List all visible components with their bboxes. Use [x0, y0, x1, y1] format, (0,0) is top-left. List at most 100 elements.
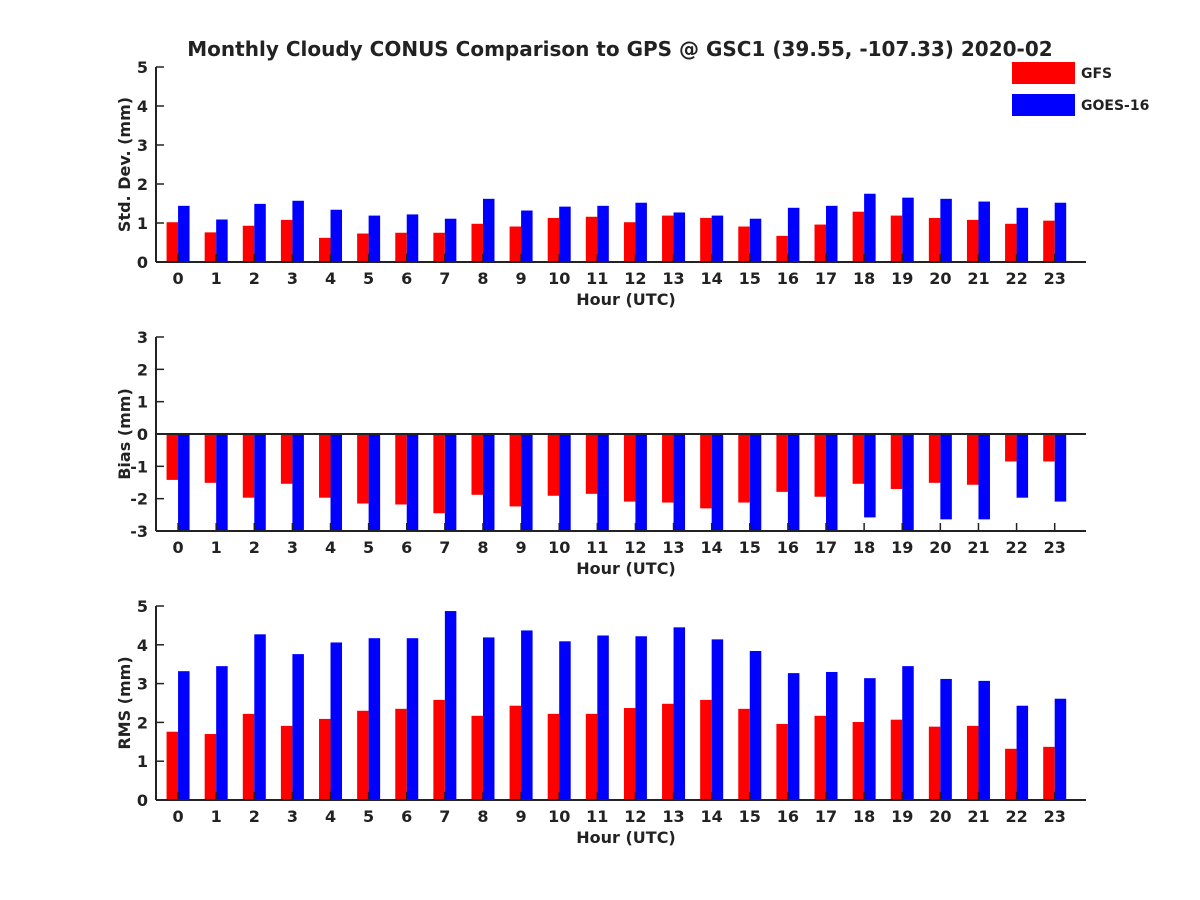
std-dev-bar-gfs-17: [814, 224, 827, 262]
bias-bar-gfs-4: [319, 434, 331, 498]
std-dev-x-tick-label: 19: [891, 269, 913, 288]
bias-y-tick-label: -3: [130, 522, 148, 541]
rms-bar-goes-16-18: [864, 678, 876, 800]
bias-y-tick-label: -2: [130, 490, 148, 509]
std-dev-bar-gfs-23: [1043, 220, 1055, 262]
bias-x-tick-label: 5: [363, 538, 374, 557]
rms-x-tick-label: 10: [548, 807, 570, 826]
std-dev-bar-gfs-12: [623, 222, 636, 262]
std-dev-bar-goes-16-8: [482, 198, 495, 262]
std-dev-bar-goes-16-15: [749, 218, 762, 262]
rms-bar-gfs-12: [623, 708, 636, 800]
std-dev-bar-gfs-13: [662, 215, 674, 262]
rms-x-tick-label: 5: [363, 807, 374, 826]
rms-bar-gfs-16: [776, 723, 788, 800]
bias-bar-goes-16-3: [292, 434, 304, 531]
bias-x-tick-label: 19: [891, 538, 913, 557]
std-dev-bar-goes-16-17: [826, 205, 838, 262]
std-dev-x-tick-label: 20: [929, 269, 951, 288]
std-dev-x-tick-label: 12: [624, 269, 646, 288]
std-dev-bar-gfs-15: [738, 226, 750, 262]
std-dev-x-tick-label: 3: [287, 269, 298, 288]
std-dev-x-tick-label: 22: [1005, 269, 1027, 288]
bias-y-axis-label: Bias (mm): [115, 388, 134, 480]
rms-x-tick-label: 14: [701, 807, 723, 826]
bias-x-tick-label: 16: [777, 538, 799, 557]
std-dev-bar-gfs-22: [1005, 223, 1017, 262]
std-dev-x-tick-label: 23: [1044, 269, 1066, 288]
rms-bar-gfs-13: [662, 703, 674, 800]
rms-x-tick-label: 1: [211, 807, 222, 826]
std-dev-x-tick-label: 21: [967, 269, 989, 288]
std-dev-bar-gfs-8: [471, 223, 483, 262]
std-dev-y-tick-label: 2: [137, 175, 148, 194]
std-dev-bar-gfs-3: [280, 219, 293, 262]
bias-bar-gfs-12: [623, 434, 636, 502]
bias-x-tick-label: 9: [516, 538, 527, 557]
rms-bar-gfs-19: [890, 719, 903, 800]
rms-y-tick-label: 1: [137, 752, 148, 771]
bias-bar-goes-16-22: [1016, 434, 1029, 498]
bias-bar-gfs-3: [280, 434, 293, 484]
std-dev-x-tick-label: 10: [548, 269, 570, 288]
bias-bar-gfs-10: [547, 434, 560, 496]
bias-x-tick-label: 17: [815, 538, 837, 557]
bias-bar-goes-16-17: [826, 434, 838, 531]
std-dev-bar-goes-16-16: [787, 207, 800, 262]
std-dev-bar-gfs-21: [966, 219, 979, 262]
rms-bar-goes-16-20: [940, 678, 952, 800]
bias-bar-goes-16-0: [178, 434, 190, 531]
bias-y-tick-label: 3: [137, 328, 148, 347]
rms-bar-gfs-6: [395, 708, 407, 800]
rms-bar-gfs-3: [280, 725, 293, 800]
bias-y-tick-label: 1: [137, 393, 148, 412]
rms-bar-goes-16-9: [521, 630, 533, 800]
legend: GFS GOES-16: [1012, 62, 1149, 116]
bias-bar-goes-16-21: [978, 434, 990, 520]
bias-bar-gfs-6: [395, 434, 407, 505]
rms-x-tick-label: 6: [401, 807, 412, 826]
std-dev-x-tick-label: 15: [739, 269, 761, 288]
bias-x-tick-label: 22: [1005, 538, 1027, 557]
std-dev-y-tick-label: 4: [137, 97, 148, 116]
std-dev-bar-goes-16-2: [254, 203, 266, 262]
std-dev-bar-goes-16-11: [597, 205, 609, 262]
bias-x-tick-label: 6: [401, 538, 412, 557]
std-dev-bar-goes-16-3: [292, 200, 304, 262]
bias-bar-gfs-22: [1005, 434, 1017, 462]
chart-title: Monthly Cloudy CONUS Comparison to GPS @…: [187, 37, 1052, 61]
std-dev-bar-goes-16-7: [444, 218, 457, 262]
std-dev-bar-goes-16-20: [940, 198, 952, 262]
rms-bar-gfs-23: [1043, 746, 1055, 800]
rms-bar-goes-16-1: [216, 666, 228, 800]
bias-bar-gfs-20: [928, 434, 941, 483]
bias-bar-gfs-16: [776, 434, 788, 492]
bias-x-tick-label: 20: [929, 538, 951, 557]
rms-x-tick-label: 15: [739, 807, 761, 826]
std-dev-bar-goes-16-12: [635, 202, 647, 262]
bias-bar-gfs-11: [585, 434, 598, 494]
std-dev-y-tick-label: 0: [137, 253, 148, 272]
rms-bar-goes-16-16: [787, 673, 800, 800]
legend-swatch-gfs: [1012, 62, 1075, 84]
rms-x-tick-label: 3: [287, 807, 298, 826]
bias-bar-gfs-0: [166, 434, 179, 480]
std-dev-x-axis-label: Hour (UTC): [576, 290, 676, 309]
bias-x-tick-label: 0: [172, 538, 183, 557]
bias-bar-goes-16-11: [597, 434, 609, 531]
std-dev-x-tick-label: 14: [701, 269, 723, 288]
rms-x-tick-label: 19: [891, 807, 913, 826]
std-dev-bar-goes-16-21: [978, 201, 990, 262]
std-dev-x-tick-label: 1: [211, 269, 222, 288]
rms-x-axis-label: Hour (UTC): [576, 828, 676, 847]
rms-x-tick-label: 12: [624, 807, 646, 826]
rms-bar-goes-16-6: [406, 638, 419, 800]
rms-bar-gfs-20: [928, 726, 941, 800]
std-dev-bar-gfs-19: [890, 215, 903, 262]
std-dev-bar-gfs-5: [357, 233, 369, 262]
rms-x-tick-label: 9: [516, 807, 527, 826]
std-dev-bar-goes-16-5: [368, 215, 381, 262]
std-dev-bar-goes-16-0: [178, 205, 190, 262]
std-dev-bar-goes-16-1: [216, 219, 228, 262]
